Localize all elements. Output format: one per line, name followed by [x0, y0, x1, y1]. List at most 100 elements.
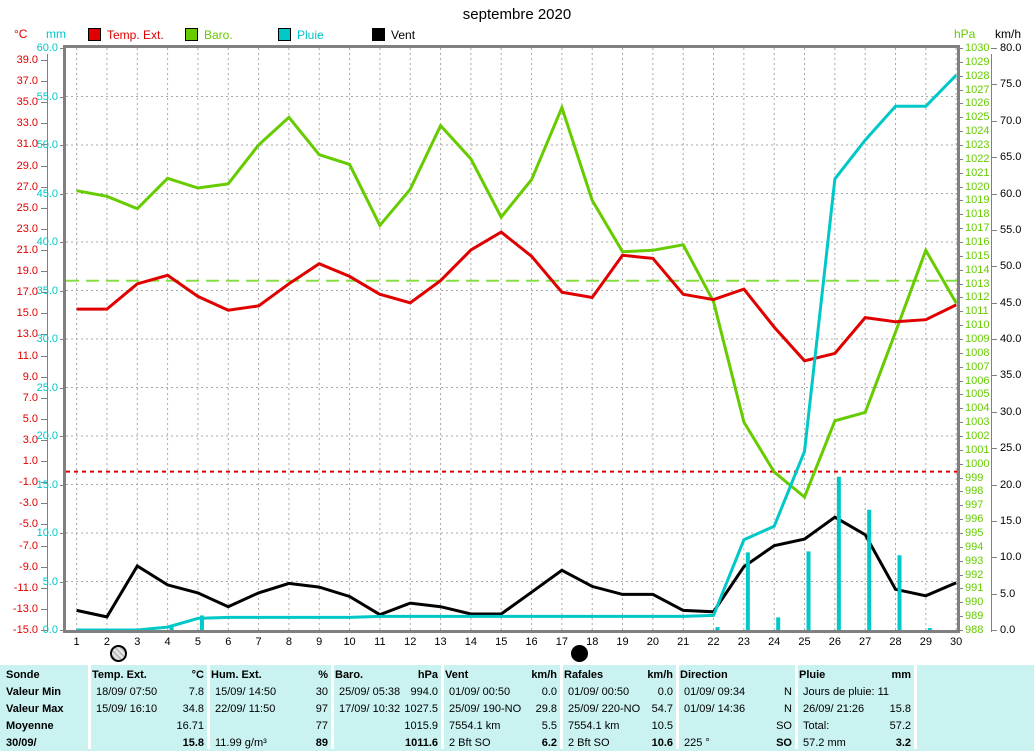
kmh-tick [991, 157, 997, 159]
hpa-tick [957, 560, 963, 562]
kmh-tick-label: 60.0 [1000, 187, 1022, 200]
hpa-tick-label: 1024 [965, 125, 990, 138]
temp-tick-label: -7.0 [19, 539, 38, 552]
hpa-tick-label: 1009 [965, 333, 990, 345]
table-cell-text: 26/09/ 21:26 [803, 703, 865, 715]
kmh-tick-label: 55.0 [1000, 223, 1022, 236]
kmh-tick-label: 5.0 [1000, 587, 1016, 600]
kmh-tick [991, 484, 997, 486]
hpa-tick [957, 519, 963, 521]
hpa-tick [957, 380, 963, 382]
temp-tick [41, 461, 47, 463]
mm-tick-label: 55.0 [36, 90, 58, 103]
table-cell-value: 54.7 [651, 703, 673, 715]
temp-tick [41, 207, 47, 209]
table-col-header: Hum. Ext. [211, 669, 262, 681]
table-cell-text: 01/09/ 00:50 [568, 686, 630, 698]
temp-tick [41, 440, 47, 441]
table-row-label: Sonde [6, 669, 40, 681]
x-tick-label: 24 [768, 636, 781, 648]
temp-line [76, 230, 957, 363]
x-tick-label: 5 [194, 636, 201, 648]
table-row-label: Valeur Max [6, 703, 64, 715]
hpa-tick [957, 477, 963, 479]
temp-tick-label: 33.0 [16, 117, 38, 130]
kmh-axis-line [991, 54, 992, 632]
table-cell-text: 01/09/ 00:50 [449, 686, 511, 698]
x-tick-label: 4 [164, 636, 171, 648]
temp-tick-label: -15.0 [12, 624, 38, 636]
mm-tick-label: 30.0 [36, 333, 58, 345]
x-tick-label: 17 [555, 636, 568, 648]
x-tick-label: 8 [285, 636, 292, 648]
temp-axis-header: °C [14, 27, 28, 41]
kmh-tick-label: 75.0 [1000, 78, 1022, 91]
table-row-label: Valeur Min [6, 686, 62, 698]
page-title: septembre 2020 [462, 6, 572, 23]
table-cell-value: 7.8 [188, 686, 204, 698]
kmh-tick-label: 25.0 [1000, 442, 1022, 455]
hpa-tick-label: 1002 [965, 430, 990, 442]
kmh-tick-label: 15.0 [1000, 514, 1022, 527]
table-cell-value: 15.8 [182, 737, 204, 749]
table-col-unit [680, 668, 792, 683]
table-cell-value: SO [776, 737, 792, 749]
kmh-tick [991, 229, 997, 231]
kmh-axis-header: km/h [995, 27, 1022, 41]
hpa-tick-label: 998 [965, 485, 984, 498]
hpa-tick [957, 158, 963, 160]
temp-tick-label: 35.0 [16, 96, 38, 109]
temp-tick [41, 566, 47, 568]
kmh-tick [991, 448, 997, 450]
temp-tick-label: 11.0 [17, 349, 38, 362]
hpa-tick [957, 61, 963, 63]
table-cell-value: 1027.5 [404, 703, 438, 715]
hpa-tick [957, 214, 963, 216]
hpa-tick-label: 1019 [965, 194, 990, 207]
temp-tick [41, 355, 47, 357]
temp-tick-label: 31.0 [16, 138, 38, 151]
legend-item-baro: Baro. [185, 27, 233, 42]
x-tick-label: 26 [828, 636, 841, 648]
kmh-tick [991, 193, 997, 195]
table-col-unit: km/h [647, 669, 673, 681]
table-cell-value: 34.8 [182, 703, 204, 715]
temp-tick-label: 13.0 [16, 328, 38, 341]
table-cell-text: 01/09/ 09:34 [684, 686, 746, 698]
temp-tick [41, 81, 47, 83]
kmh-tick [991, 375, 997, 377]
temp-tick-label: 3.0 [22, 434, 38, 446]
hpa-tick-label: 1014 [965, 263, 990, 276]
hpa-tick-label: 1010 [965, 319, 990, 332]
table-cell-value: SO [776, 720, 792, 732]
table-cell-value: 57.2 [889, 720, 911, 732]
table-cell-value: 29.8 [535, 703, 557, 715]
hpa-tick [957, 422, 963, 424]
temp-tick-label: 39.0 [16, 54, 38, 66]
table-col-header: Pluie [799, 669, 826, 681]
hpa-tick [957, 242, 963, 243]
table-cell-text: 7554.1 km [568, 720, 620, 732]
table-cell-value: 0.0 [541, 686, 557, 698]
legend-label-pluie: Pluie [297, 27, 324, 42]
hpa-tick-label: 1000 [965, 457, 990, 470]
hpa-tick-label: 1026 [965, 97, 990, 110]
table-col-header: Baro. [335, 669, 364, 681]
table-row-label: Moyenne [6, 720, 54, 732]
hpa-tick [957, 533, 963, 534]
vent-series-swatch-icon [372, 28, 385, 41]
x-tick-label: 19 [616, 636, 629, 648]
kmh-tick-label: 0.0 [1000, 624, 1016, 636]
legend-label-baro: Baro. [204, 27, 233, 42]
temp-tick [41, 271, 47, 273]
table-separator [560, 665, 563, 749]
kmh-tick-label: 40.0 [1000, 333, 1022, 345]
kmh-tick [991, 302, 997, 304]
table-col-unit: % [318, 669, 328, 681]
hpa-tick [957, 283, 963, 285]
table-col-header: Temp. Ext. [92, 669, 147, 681]
legend-item-pluie: Pluie [278, 27, 324, 42]
x-tick-label: 18 [586, 636, 599, 648]
table-cell-text: 7554.1 km [449, 720, 501, 732]
hpa-tick-label: 1025 [965, 111, 990, 124]
